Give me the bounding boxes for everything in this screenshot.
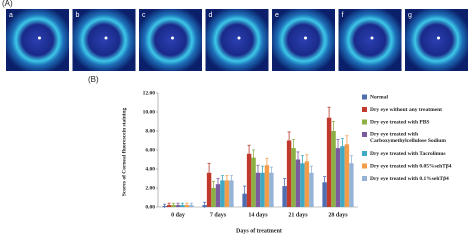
legend-swatch — [362, 94, 367, 100]
eye-photo — [338, 9, 402, 71]
panel-label: (B) — [88, 75, 99, 84]
bar — [286, 140, 292, 207]
photo-row: a b c d e f g — [6, 9, 468, 71]
legend-label: Dry eye treated with 0.1%sehTβ4 — [370, 176, 449, 182]
y-tick-label: 10.00 — [143, 109, 156, 115]
legend-swatch — [362, 132, 367, 137]
y-tick-label: 2.00 — [145, 185, 155, 191]
bar — [229, 180, 234, 207]
y-tick-label: 8.00 — [145, 128, 155, 134]
bar — [282, 186, 287, 207]
legend-label: Normal — [370, 94, 388, 100]
bar — [335, 148, 341, 207]
x-axis-label: Days of treatment — [236, 228, 282, 234]
panel-label: (A) — [2, 0, 13, 8]
eye-photo — [405, 9, 468, 71]
legend-swatch — [362, 107, 367, 112]
bar — [206, 172, 212, 207]
y-axis-label: Scores of Corneal fluorescein staining — [121, 108, 127, 197]
y-tick-label: 4.00 — [145, 166, 155, 172]
legend-label: Dry eye treated with 0.05%sehTβ4 — [370, 163, 452, 169]
x-tick-label: 0 day — [171, 212, 185, 218]
eye-photo — [272, 9, 335, 71]
legend-swatch — [362, 163, 367, 169]
y-tick-label: 6.00 — [145, 147, 155, 153]
legend-label: Dry eye treated with Tacrolimus — [370, 151, 446, 157]
eye-photo — [6, 9, 69, 71]
eye-reflex — [38, 36, 41, 40]
photo-label: f — [342, 12, 344, 19]
photo-label: b — [76, 12, 80, 19]
bar — [326, 117, 332, 207]
eye-reflex — [304, 36, 307, 40]
photo-label: e — [275, 12, 279, 19]
bar — [264, 165, 270, 207]
bar — [309, 172, 314, 207]
photo-label: g — [408, 12, 412, 19]
photo-label: d — [209, 12, 213, 19]
legend-swatch — [362, 151, 367, 156]
bar — [340, 146, 345, 207]
bar — [255, 172, 261, 207]
bar — [211, 188, 216, 207]
bar — [215, 184, 221, 207]
x-tick-label: 21 days — [288, 212, 308, 218]
legend-label: Dry eye treated with Carboxymethylcellulo… — [370, 132, 446, 145]
bar — [246, 153, 252, 207]
legend-label: Dry eye treated with PBS — [370, 119, 429, 125]
legend-swatch — [362, 119, 367, 125]
bar — [331, 131, 336, 207]
x-tick-label: 7 days — [210, 212, 227, 218]
bar — [251, 157, 256, 207]
bar — [300, 163, 305, 207]
bar — [291, 148, 296, 207]
bar — [344, 144, 350, 207]
legend-swatch — [362, 176, 367, 181]
eye-reflex — [370, 36, 374, 40]
eye-reflex — [437, 36, 440, 40]
x-tick-label: 14 days — [248, 212, 268, 218]
eye-photo — [139, 9, 202, 71]
y-tick-label: 0.00 — [145, 204, 155, 210]
eye-reflex — [237, 36, 241, 40]
eye-reflex — [171, 36, 174, 40]
bar — [295, 159, 301, 207]
photo-label: c — [142, 12, 146, 19]
bar — [349, 163, 354, 207]
bar — [220, 180, 225, 207]
bar — [260, 172, 265, 207]
eye-photo — [72, 9, 136, 71]
x-tick-label: 28 days — [328, 212, 348, 218]
bar — [304, 161, 310, 207]
bar — [269, 172, 274, 207]
bar — [322, 182, 327, 207]
photo-label: a — [9, 12, 13, 19]
bar — [224, 180, 230, 207]
eye-photo — [205, 9, 269, 71]
y-tick-label: 12.00 — [143, 90, 156, 96]
figure: (A) a b c d e f g (B) Scores of Corneal fluore… — [2, 0, 468, 234]
legend-label: Dry eye without any treatment — [370, 107, 442, 113]
eye-reflex — [104, 36, 108, 40]
